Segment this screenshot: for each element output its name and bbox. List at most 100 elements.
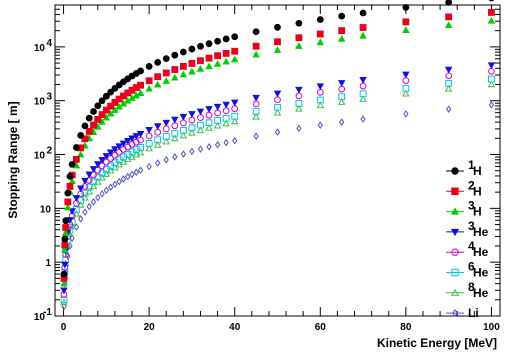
data-point (102, 153, 111, 160)
x-axis-title: Kinetic Energy [MeV] (377, 336, 497, 350)
data-point (162, 133, 170, 140)
data-point (231, 47, 239, 55)
data-point (106, 149, 115, 157)
data-point (120, 175, 127, 183)
data-point (197, 57, 204, 65)
data-point (213, 121, 222, 129)
data-point (205, 54, 213, 62)
data-point (402, 89, 410, 97)
data-point (359, 77, 367, 84)
data-point (214, 109, 221, 117)
data-point (102, 92, 110, 100)
y-tick-label: 1 (45, 258, 51, 269)
legend-mass-number: 8 (468, 280, 475, 294)
x-tick-label: 0 (61, 322, 67, 333)
data-point (136, 131, 145, 138)
data-point (81, 122, 89, 130)
data-point (222, 114, 230, 122)
series-li (61, 101, 495, 311)
data-point (252, 100, 260, 108)
series-1h (60, 0, 495, 278)
data-point (445, 80, 453, 87)
data-point (90, 178, 97, 186)
data-point (338, 93, 346, 101)
data-point (111, 106, 119, 113)
data-point (153, 123, 162, 131)
legend-mass-number: 1 (468, 158, 475, 172)
data-point (205, 111, 213, 119)
data-point (295, 86, 303, 94)
data-point (197, 121, 204, 129)
data-point (252, 50, 260, 58)
legend-mass-number: 2 (468, 178, 475, 192)
data-point (196, 108, 205, 116)
legend-marker (450, 288, 460, 296)
data-point (188, 67, 196, 75)
data-point (223, 138, 229, 147)
data-point (253, 132, 259, 140)
data-point (359, 9, 367, 17)
data-point (205, 124, 213, 131)
data-point (137, 81, 144, 89)
data-point (123, 137, 132, 145)
data-point (179, 70, 188, 78)
series-3h (60, 16, 496, 287)
data-point (111, 84, 119, 92)
data-point (125, 172, 131, 181)
data-point (72, 209, 81, 217)
data-point (338, 27, 346, 35)
data-point (66, 172, 74, 180)
y-tick-label: 10 (34, 97, 46, 108)
data-point (274, 96, 281, 104)
data-point (60, 298, 68, 306)
data-point (196, 64, 205, 72)
legend-marker (451, 248, 459, 256)
data-point (274, 128, 281, 136)
data-point (64, 189, 72, 197)
data-point (145, 144, 153, 152)
y-tick-exponent: 2 (46, 146, 52, 157)
y-tick-label: 10 (34, 151, 46, 162)
data-point (206, 143, 212, 151)
data-point (231, 105, 239, 113)
data-point (488, 9, 495, 16)
data-point (133, 168, 139, 177)
data-point (197, 42, 204, 50)
data-point (61, 245, 69, 253)
data-point (154, 128, 162, 136)
x-tick-label: 40 (229, 322, 241, 333)
data-point (171, 73, 179, 81)
data-point (197, 145, 204, 153)
data-point (196, 126, 205, 134)
data-point (295, 42, 303, 49)
data-point (337, 80, 346, 87)
data-point (153, 140, 162, 148)
data-point (81, 177, 89, 185)
data-point (205, 119, 213, 127)
data-point (162, 77, 170, 84)
data-point (172, 153, 178, 161)
data-point (214, 117, 221, 124)
data-point (128, 148, 136, 156)
data-point (274, 103, 281, 111)
data-point (252, 112, 260, 120)
data-point (146, 162, 152, 171)
data-point (60, 287, 68, 295)
data-point (171, 51, 179, 59)
legend-label: Li (468, 306, 479, 320)
data-point (145, 139, 153, 147)
data-point (213, 103, 222, 111)
legend-label: He (473, 225, 489, 239)
data-point (252, 28, 260, 36)
data-point (119, 140, 128, 148)
legend-marker (451, 268, 459, 277)
legend-marker (450, 207, 460, 215)
data-point (136, 89, 145, 96)
data-point (252, 42, 260, 50)
data-point (171, 66, 179, 73)
data-point (444, 84, 453, 92)
legend-marker (452, 309, 458, 318)
data-point (487, 62, 496, 70)
